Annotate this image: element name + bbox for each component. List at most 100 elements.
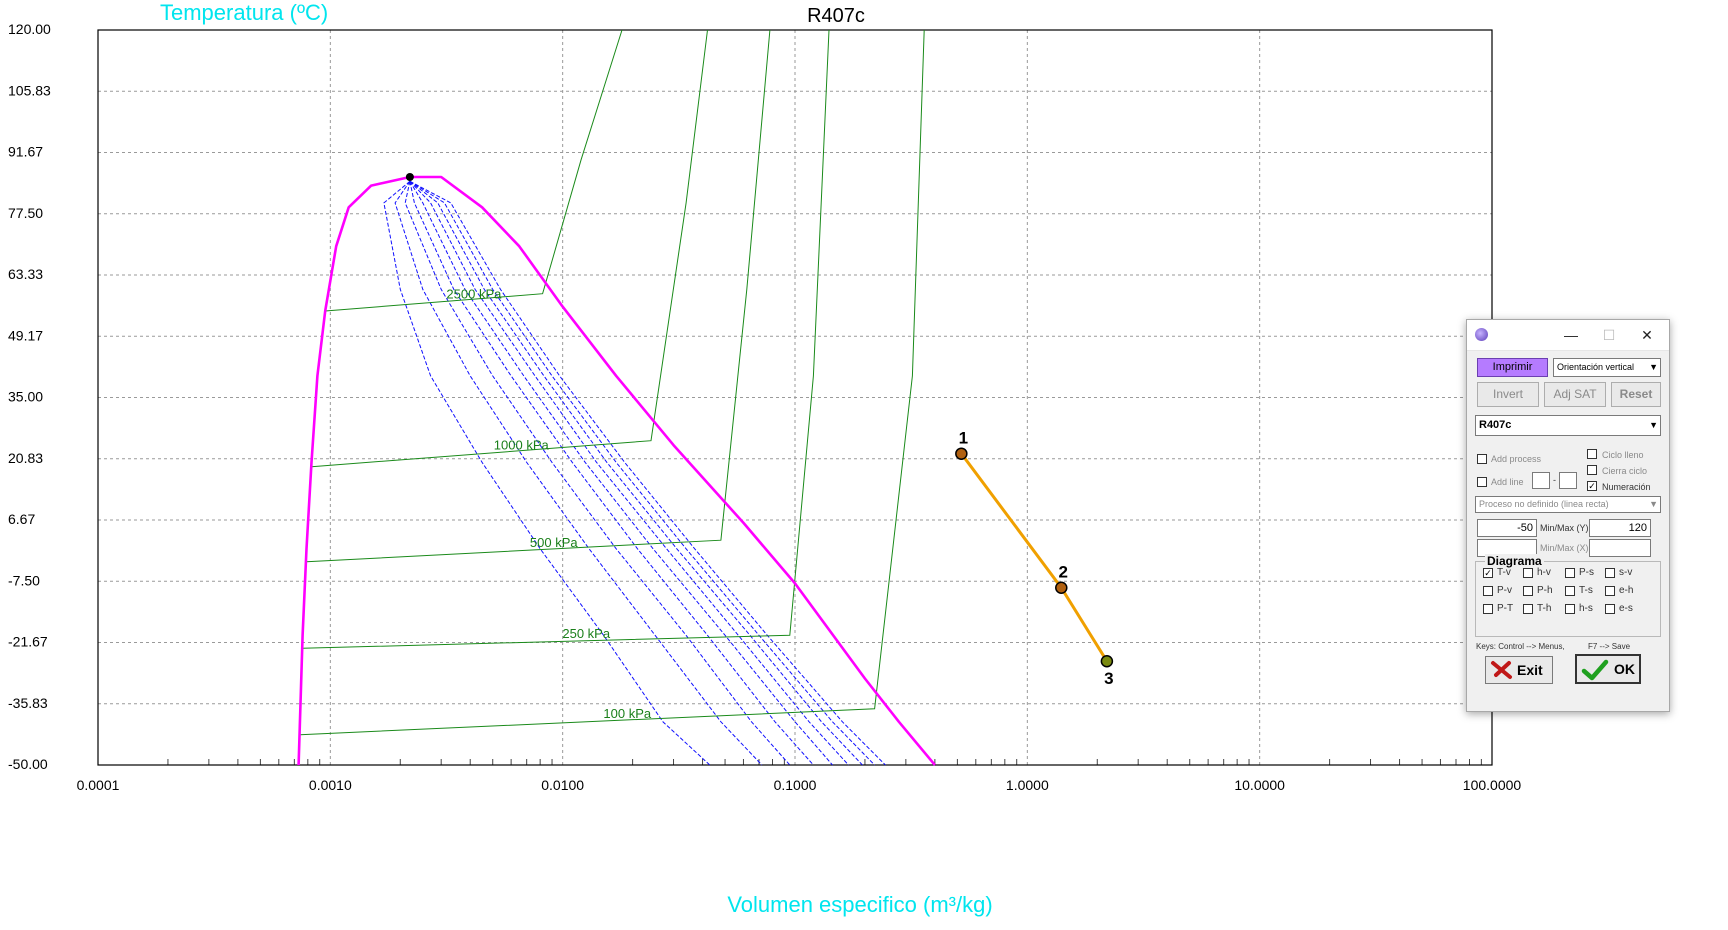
quality-line <box>409 180 875 766</box>
ok-label: OK <box>1614 661 1635 677</box>
isobar-label: 500 kPa <box>530 535 578 550</box>
reset-button[interactable]: Reset <box>1611 382 1661 407</box>
keys-hint-save: F7 --> Save <box>1588 642 1631 651</box>
close-icon[interactable]: ✕ <box>1641 327 1653 343</box>
line-from-field[interactable] <box>1532 472 1550 489</box>
diagram-checkbox[interactable] <box>1565 604 1575 614</box>
ciclo-lleno-label: Ciclo lleno <box>1602 450 1644 460</box>
saturation-curve <box>297 175 936 766</box>
y-tick-labels: 120.00 105.83 91.67 77.50 63.33 49.17 35.00 20.… <box>8 21 51 772</box>
quality-line <box>383 180 711 766</box>
diagram-checkbox[interactable] <box>1523 604 1533 614</box>
diagram-checkbox[interactable] <box>1483 586 1493 596</box>
y-tick-label: -50.00 <box>8 756 48 772</box>
diagram-option-label: P-h <box>1537 585 1553 596</box>
quality-line <box>409 180 863 766</box>
diagram-option-label: h-s <box>1579 603 1593 614</box>
process-point[interactable] <box>1100 654 1114 668</box>
isobar-label: 2500 kPa <box>446 286 502 301</box>
diagram-checkbox[interactable] <box>1523 586 1533 596</box>
x-tick-label: 1.0000 <box>1006 777 1049 793</box>
diagram-checkbox[interactable]: ✓ <box>1483 568 1493 578</box>
diagram-checkbox[interactable] <box>1605 586 1615 596</box>
y-tick-label: 77.50 <box>8 205 43 221</box>
process-type-select[interactable]: Proceso no definido (linea recta) ▼ <box>1475 496 1661 513</box>
y-tick-label: 20.83 <box>8 450 43 466</box>
control-panel-window[interactable]: — ☐ ✕ Imprimir Orientación vertical ▼ In… <box>1466 319 1670 712</box>
isobar-line <box>302 29 830 649</box>
isobar-label: 100 kPa <box>603 706 651 721</box>
substance-value: R407c <box>1479 419 1512 431</box>
y-tick-label: -7.50 <box>8 572 40 588</box>
chevron-down-icon: ▼ <box>1649 362 1658 372</box>
isobar-line <box>306 29 771 563</box>
x-tick-label: 10.0000 <box>1234 777 1285 793</box>
grid <box>97 29 1493 766</box>
diagram-checkbox[interactable] <box>1605 604 1615 614</box>
diagram-checkbox[interactable] <box>1605 568 1615 578</box>
diagram-title: Diagrama <box>1485 554 1544 568</box>
chevron-down-icon: ▼ <box>1649 499 1658 509</box>
print-button[interactable]: Imprimir <box>1477 358 1548 377</box>
diagram-groupbox <box>1475 561 1661 637</box>
maximize-icon[interactable]: ☐ <box>1602 327 1616 343</box>
cierra-ciclo-label: Cierra ciclo <box>1602 466 1648 476</box>
x-tick-label: 0.0001 <box>77 777 120 793</box>
max-x-field[interactable] <box>1589 539 1651 557</box>
keys-hint: Keys: Control --> Menus, <box>1476 642 1565 651</box>
diagram-checkbox[interactable] <box>1523 568 1533 578</box>
isobar-label: 250 kPa <box>562 626 610 641</box>
adj-sat-button[interactable]: Adj SAT <box>1544 382 1606 407</box>
diagram-option-label: h-v <box>1537 567 1551 578</box>
isobar-line <box>325 29 623 312</box>
ciclo-lleno-checkbox[interactable] <box>1587 449 1597 459</box>
y-tick-label: 105.83 <box>8 82 51 98</box>
y-tick-label: 35.00 <box>8 389 43 405</box>
add-line-label: Add line <box>1491 477 1524 487</box>
max-y-field[interactable]: 120 <box>1589 519 1651 537</box>
x-axis-title: Volumen especifico (m³/kg) <box>727 892 992 917</box>
x-tick-labels: 0.0001 0.0010 0.0100 0.1000 1.0000 10.0000 100… <box>77 777 1522 793</box>
app-icon <box>1475 328 1488 341</box>
isobar-line <box>311 29 708 468</box>
exit-button[interactable]: Exit <box>1485 656 1553 684</box>
quality-line <box>409 180 886 766</box>
process-line <box>960 452 1109 662</box>
minimize-icon[interactable]: — <box>1564 327 1578 343</box>
cierra-ciclo-checkbox[interactable] <box>1587 465 1597 475</box>
green-check-icon <box>1581 659 1609 681</box>
x-tick-label: 0.0100 <box>541 777 584 793</box>
diagram-checkbox[interactable] <box>1483 604 1493 614</box>
process-point[interactable] <box>955 447 968 460</box>
add-process-checkbox[interactable] <box>1477 454 1487 464</box>
diagram-option-label: s-v <box>1619 567 1633 578</box>
add-line-checkbox[interactable] <box>1477 477 1487 487</box>
window-titlebar[interactable]: — ☐ ✕ <box>1467 320 1669 351</box>
process-point-label: 1 <box>959 429 968 448</box>
process-point-label: 3 <box>1104 669 1113 688</box>
saturation-dome <box>297 173 936 766</box>
min-y-field[interactable]: -50 <box>1477 519 1537 537</box>
add-process-label: Add process <box>1491 454 1542 464</box>
diagram-option-label: e-s <box>1619 603 1633 614</box>
process-point[interactable] <box>1055 581 1068 594</box>
y-tick-label: 91.67 <box>8 144 43 160</box>
diagram-checkbox[interactable] <box>1565 568 1575 578</box>
numeracion-checkbox[interactable]: ✓ <box>1587 481 1597 491</box>
process-type-value: Proceso no definido (linea recta) <box>1479 499 1609 509</box>
orientation-select[interactable]: Orientación vertical ▼ <box>1553 358 1661 377</box>
diagram-option-label: T-s <box>1579 585 1593 596</box>
exit-label: Exit <box>1517 662 1543 678</box>
invert-button[interactable]: Invert <box>1477 382 1539 407</box>
quality-lines <box>383 180 886 766</box>
isobar-lines: 2500 kPa 1000 kPa 500 kPa 250 kPa 100 kPa <box>299 29 925 736</box>
diagram-checkbox[interactable] <box>1565 586 1575 596</box>
diagram-option-label: P-v <box>1497 585 1512 596</box>
substance-select[interactable]: R407c ▼ <box>1475 415 1661 436</box>
line-to-field[interactable] <box>1559 472 1577 489</box>
x-tick-label: 100.0000 <box>1463 777 1522 793</box>
ok-button[interactable]: OK <box>1575 654 1641 684</box>
chevron-down-icon: ▼ <box>1649 420 1658 430</box>
diagram-option-label: T-v <box>1497 567 1511 578</box>
